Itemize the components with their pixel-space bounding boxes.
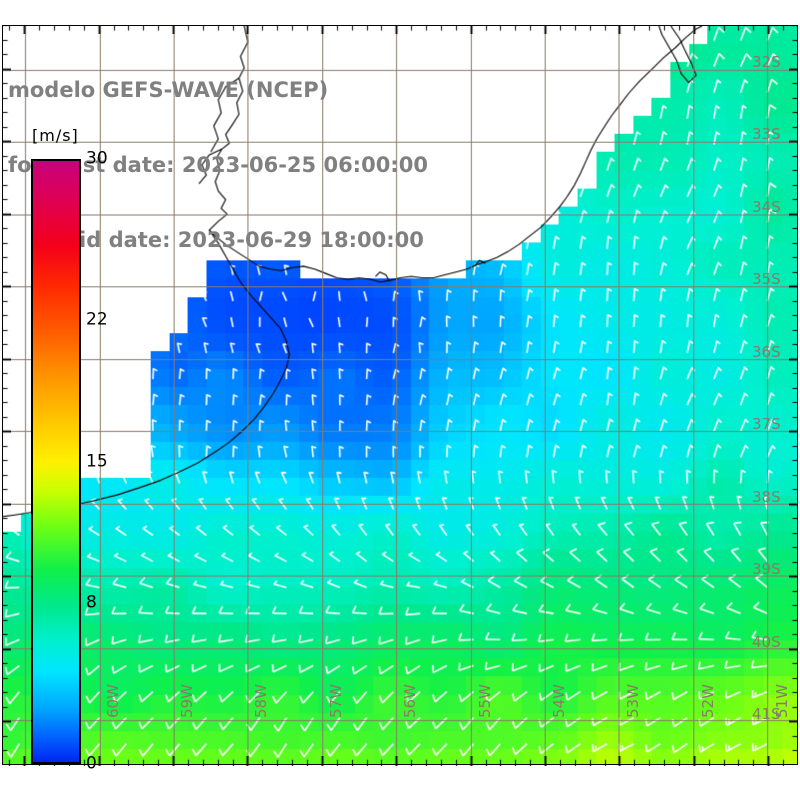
colorbar-tick-label: 15 — [86, 451, 108, 471]
top-tick-axis — [2, 25, 798, 34]
lat-lon-gridlines — [3, 26, 797, 764]
bottom-tick-axis — [2, 756, 798, 766]
colorbar-tick-label: 8 — [86, 592, 97, 613]
map-plot-area[interactable] — [2, 25, 798, 765]
colorbar-tick-label: 22 — [86, 309, 108, 330]
colorbar-gradient — [33, 161, 79, 762]
left-tick-axis — [2, 25, 11, 765]
colorbar-tick-label: 30 — [86, 148, 108, 169]
colorbar-tick-label: 0 — [86, 753, 97, 774]
colorbar-box — [31, 159, 81, 764]
colorbar-units-label: [m/s] — [32, 126, 79, 145]
colorbar: [m/s] 30 22 15 8 0 — [20, 126, 116, 774]
right-tick-axis — [789, 25, 798, 765]
